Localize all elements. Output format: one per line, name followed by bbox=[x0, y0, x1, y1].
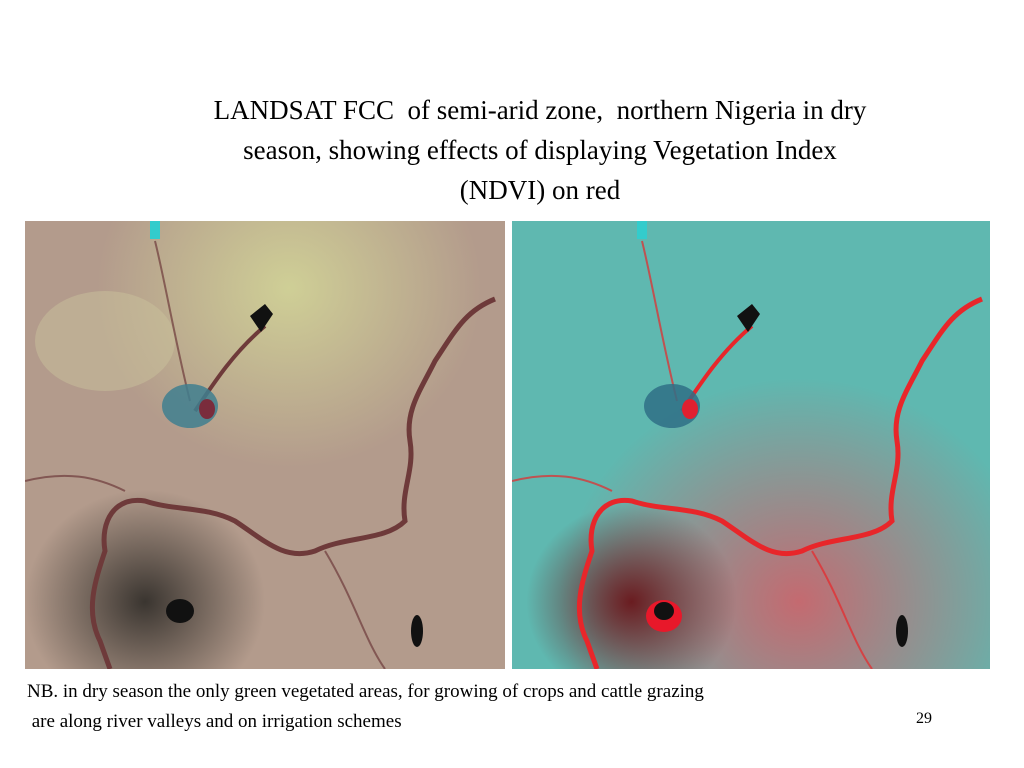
page-number: 29 bbox=[916, 710, 932, 727]
title-line: (NDVI) on red bbox=[459, 175, 621, 205]
title-line: season, showing effects of displaying Ve… bbox=[243, 135, 837, 165]
satellite-image-fcc bbox=[25, 221, 505, 669]
note-line: are along river valleys and on irrigatio… bbox=[27, 711, 402, 732]
title-line: LANDSAT FCC of semi-arid zone, northern … bbox=[213, 95, 867, 125]
satellite-image-ndvi bbox=[512, 221, 990, 669]
note-line: NB. in dry season the only green vegetat… bbox=[27, 681, 704, 702]
